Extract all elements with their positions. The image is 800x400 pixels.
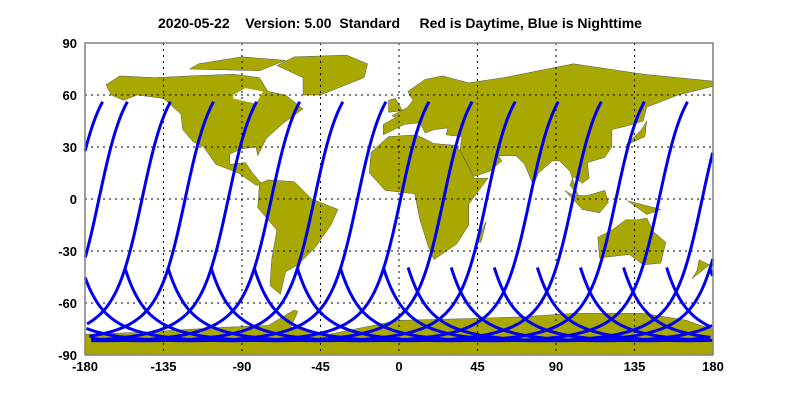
y-axis-ticks: 90 60 30 0 -30 -60 -90 [58, 36, 77, 363]
y-tick-label: -90 [58, 348, 77, 363]
land-australia [597, 217, 667, 266]
y-tick-label: 0 [70, 192, 77, 207]
night-orbit-track [88, 101, 215, 338]
land-africa [369, 134, 489, 261]
night-orbit-track [209, 101, 560, 343]
land-greenland [276, 54, 368, 96]
night-orbit-track [381, 152, 715, 343]
land-eurasia [383, 63, 714, 198]
land-new-zealand [691, 259, 710, 279]
land-indonesia [564, 190, 609, 214]
land-new-guinea [627, 200, 662, 215]
x-tick-label: -135 [150, 359, 176, 374]
land-arctic-islands [188, 56, 286, 71]
x-tick-label: -45 [311, 359, 330, 374]
night-orbit-track [535, 267, 713, 343]
night-orbit-track [492, 267, 710, 343]
x-tick-label: -180 [72, 359, 98, 374]
y-tick-label: 30 [63, 140, 77, 155]
night-orbit-track [622, 267, 711, 339]
land-britain [388, 98, 403, 113]
x-tick-label: 0 [395, 359, 402, 374]
night-orbit-track [338, 101, 689, 343]
chart-title: 2020-05-22 Version: 5.00 Standard Red is… [158, 15, 642, 31]
night-orbit-track [579, 267, 708, 342]
x-tick-label: 90 [549, 359, 563, 374]
x-axis-ticks: -180 -135 -90 -45 0 45 90 135 180 [72, 359, 724, 374]
night-orbit-track [83, 101, 104, 152]
x-tick-label: -90 [233, 359, 252, 374]
night-orbit-track [252, 101, 603, 343]
night-orbit-track [665, 267, 712, 329]
hudson-bay [233, 88, 263, 104]
y-tick-label: -30 [58, 244, 77, 259]
night-orbit-track [85, 101, 388, 343]
x-tick-label: 45 [470, 359, 484, 374]
night-orbit-track [83, 101, 129, 258]
orbit-tracks [83, 101, 715, 343]
y-tick-label: -60 [58, 296, 77, 311]
night-orbit-track [83, 101, 431, 343]
night-orbit-track [166, 101, 517, 343]
night-orbit-track [123, 101, 474, 343]
y-tick-label: 90 [63, 36, 77, 51]
night-orbit-track [95, 101, 258, 342]
night-orbit-track [708, 267, 714, 277]
land-japan [625, 120, 647, 146]
x-tick-label: 135 [624, 359, 646, 374]
plot-frame [84, 42, 714, 356]
y-tick-label: 60 [63, 88, 77, 103]
night-orbit-track [86, 101, 172, 326]
x-tick-label: 180 [702, 359, 724, 374]
night-orbit-track [295, 101, 646, 343]
night-orbit-track [90, 101, 345, 343]
